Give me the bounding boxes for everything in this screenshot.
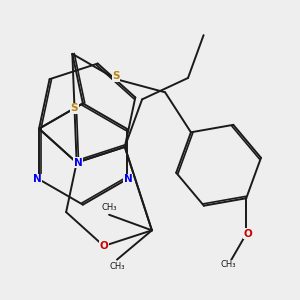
Text: CH₃: CH₃: [101, 203, 117, 212]
Text: CH₃: CH₃: [221, 260, 236, 269]
Text: CH₃: CH₃: [109, 262, 125, 271]
Text: O: O: [243, 229, 252, 239]
Text: S: S: [71, 103, 78, 113]
Text: O: O: [99, 241, 108, 251]
Text: N: N: [33, 174, 42, 184]
Text: N: N: [74, 158, 82, 168]
Text: S: S: [112, 71, 120, 81]
Text: N: N: [124, 174, 133, 184]
